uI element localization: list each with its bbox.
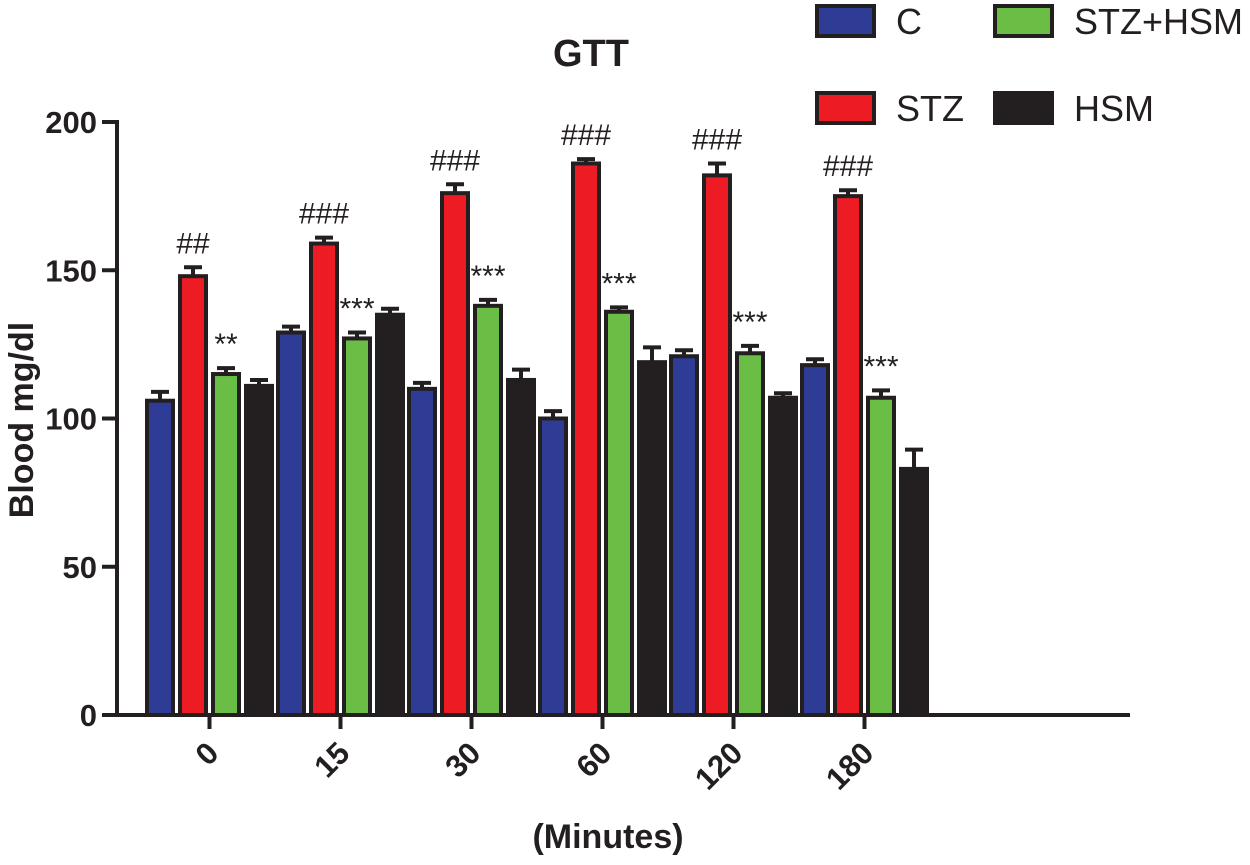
bar-c-180 (800, 363, 830, 717)
x-tick-label: 120 (688, 735, 749, 796)
bar-stz-hsm-0 (211, 372, 241, 717)
significance-marker: ** (214, 328, 238, 361)
y-tick-label: 200 (45, 105, 97, 140)
significance-marker: ### (430, 144, 480, 177)
x-tick-label: 180 (819, 735, 880, 796)
bar-hsm-180 (899, 466, 929, 717)
bar-hsm-15 (375, 312, 405, 717)
bar-c-30 (407, 386, 437, 717)
significance-marker: *** (470, 260, 505, 293)
bar-stz-hsm-60 (604, 309, 634, 717)
y-tick-label: 50 (63, 550, 97, 585)
bar-stz-hsm-180 (866, 395, 896, 717)
bar-c-60 (538, 416, 568, 717)
x-tick-label: 0 (189, 735, 226, 772)
significance-marker: ### (299, 198, 349, 231)
bar-stz-60 (571, 161, 601, 717)
bar-stz-hsm-30 (473, 303, 503, 717)
x-axis-label: (Minutes) (532, 818, 683, 856)
chart-title: GTT (553, 33, 629, 75)
significance-marker: ### (561, 119, 611, 152)
significance-marker: ### (823, 150, 873, 183)
bar-stz-hsm-15 (342, 336, 372, 717)
y-axis: 0 50 100 150 200 (45, 105, 119, 733)
legend-label-stz-hsm: STZ+HSM (1074, 1, 1243, 42)
legend-label-c: C (896, 1, 922, 42)
bar-c-15 (276, 330, 306, 717)
x-tick-label: 30 (438, 735, 487, 784)
bar-hsm-120 (768, 395, 798, 717)
bar-hsm-30 (506, 377, 536, 717)
bar-c-120 (669, 354, 699, 717)
bar-hsm-60 (637, 360, 667, 717)
y-tick-label: 100 (45, 402, 97, 437)
legend: C STZ+HSM STZ HSM (815, 1, 1243, 129)
legend-label-hsm: HSM (1074, 88, 1154, 129)
bar-stz-hsm-120 (735, 351, 765, 717)
bar-stz-30 (440, 191, 470, 718)
legend-swatch-stz-hsm (993, 4, 1054, 38)
x-tick-label: 15 (307, 735, 356, 784)
significance-marker: ### (692, 124, 742, 157)
y-axis-label: Blood mg/dl (3, 322, 41, 518)
x-axis: 0 15 30 60 120 180 (117, 713, 1130, 797)
legend-label-stz: STZ (896, 88, 964, 129)
legend-swatch-c (815, 4, 876, 38)
significance-marker: *** (863, 350, 898, 383)
y-tick-label: 0 (80, 698, 97, 733)
bar-layer: ## ** ### *** ### *** ### *** ### *** ### *** (145, 119, 929, 718)
legend-swatch-hsm (993, 91, 1054, 125)
significance-marker: ## (176, 227, 210, 260)
x-tick-label: 60 (569, 735, 618, 784)
bar-stz-180 (833, 194, 863, 717)
y-tick-label: 150 (45, 253, 97, 288)
bar-stz-0 (178, 274, 208, 717)
significance-marker: *** (339, 293, 374, 326)
bar-c-0 (145, 398, 175, 717)
significance-marker: *** (601, 267, 636, 300)
bar-stz-15 (309, 241, 339, 717)
bar-hsm-0 (244, 383, 274, 717)
bar-stz-120 (702, 173, 732, 717)
legend-swatch-stz (815, 91, 876, 125)
significance-marker: *** (732, 306, 767, 339)
